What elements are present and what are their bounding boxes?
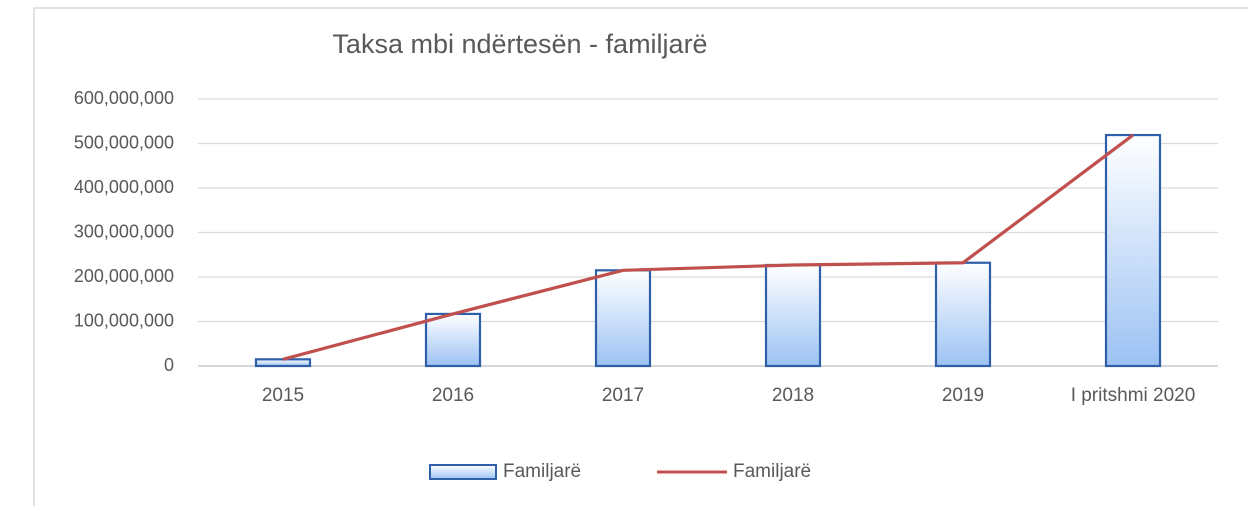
y-tick-label: 200,000,000 (74, 266, 174, 286)
bar (254, 358, 312, 368)
y-tick-label: 300,000,000 (74, 221, 174, 241)
legend-swatch (429, 464, 497, 480)
chart-title: Taksa mbi ndërtesën - familjarë (332, 29, 707, 59)
x-tick-label: 2018 (771, 385, 815, 406)
y-tick-label: 0 (164, 355, 174, 375)
legend-label: Familjarë (503, 461, 581, 482)
chart-border (33, 7, 1248, 506)
x-tick-label: 2015 (261, 385, 305, 406)
x-tick-label: I pritshmi 2020 (1070, 385, 1196, 406)
x-tick-label: 2016 (431, 385, 475, 406)
bar (1104, 133, 1162, 368)
x-tick-label: 2017 (601, 385, 645, 406)
bar (424, 312, 482, 368)
legend-label: Familjarë (733, 461, 811, 482)
bar (764, 263, 822, 368)
x-tick-label: 2019 (941, 385, 985, 406)
y-tick-label: 500,000,000 (74, 132, 174, 152)
y-tick-label: 600,000,000 (74, 88, 174, 108)
line (282, 133, 1134, 361)
y-tick-label: 100,000,000 (74, 310, 174, 330)
bar (594, 269, 652, 368)
bar (934, 261, 992, 368)
y-tick-label: 400,000,000 (74, 177, 174, 197)
